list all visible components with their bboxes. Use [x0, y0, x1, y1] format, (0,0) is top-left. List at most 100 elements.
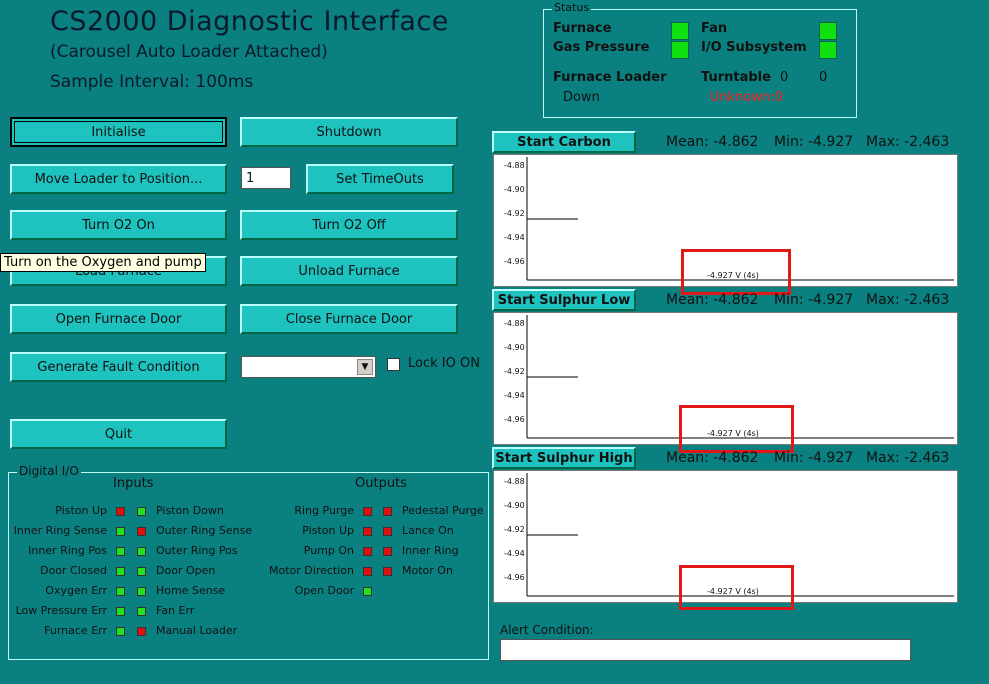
status-legend: Status [552, 1, 592, 14]
open-furnace-door-button[interactable]: Open Furnace Door [10, 304, 227, 334]
io-label: Motor On [402, 564, 453, 577]
inputs-header: Inputs [113, 476, 154, 491]
position-input[interactable]: 1 [241, 167, 291, 189]
sulphur-low-mean: Mean: -4.862 [666, 292, 759, 308]
ytick-label: -4.92 [504, 367, 525, 376]
status-panel: Status Furnace Gas Pressure Fan I/O Subs… [543, 1, 857, 118]
io-status-led [116, 547, 125, 556]
furnace-label: Furnace [553, 21, 612, 36]
io-status-led [137, 527, 146, 536]
sulphur-high-plot [526, 473, 954, 597]
app-subtitle: (Carousel Auto Loader Attached) [50, 42, 328, 62]
start-sulphur-low-button[interactable]: Start Sulphur Low [492, 289, 636, 311]
io-label: Piston Up [55, 504, 107, 517]
turn-o2-on-button[interactable]: Turn O2 On [10, 210, 227, 240]
carbon-max: Max: -2.463 [866, 134, 950, 150]
furnace-loader-label: Furnace Loader [553, 70, 667, 85]
io-status-led [383, 507, 392, 516]
chart-readout: -4.927 V (4s) [707, 587, 759, 596]
io-label: Low Pressure Err [15, 604, 107, 617]
turn-o2-off-button[interactable]: Turn O2 Off [240, 210, 458, 240]
app-title: CS2000 Diagnostic Interface [50, 6, 449, 37]
fault-select[interactable]: ▼ [241, 356, 376, 378]
io-status-led [137, 607, 146, 616]
lock-io-checkbox[interactable] [387, 358, 400, 371]
io-label: Outer Ring Sense [156, 524, 253, 537]
gas-pressure-status-indicator [671, 41, 689, 59]
ytick-label: -4.94 [504, 549, 525, 558]
io-label: Inner Ring Sense [13, 524, 107, 537]
ytick-label: -4.90 [504, 185, 525, 194]
move-loader-button[interactable]: Move Loader to Position... [10, 164, 227, 194]
io-label: Lance On [402, 524, 454, 537]
turntable-value-b: 0 [819, 70, 828, 85]
ytick-label: -4.88 [504, 477, 525, 486]
io-label: Inner Ring Pos [28, 544, 107, 557]
carbon-plot [526, 157, 954, 281]
sulphur-low-plot [526, 315, 954, 439]
io-label: Fan Err [156, 604, 195, 617]
close-furnace-door-button[interactable]: Close Furnace Door [240, 304, 458, 334]
io-status-led [116, 507, 125, 516]
io-status-led [383, 547, 392, 556]
fan-label: Fan [701, 21, 728, 36]
io-label: Motor Direction [269, 564, 354, 577]
initialise-button[interactable]: Initialise [10, 117, 227, 147]
carbon-min: Min: -4.927 [774, 134, 854, 150]
fan-status-indicator [819, 22, 837, 40]
sample-interval: Sample Interval: 100ms [50, 72, 254, 92]
ytick-label: -4.88 [504, 161, 525, 170]
io-status-led [137, 507, 146, 516]
turntable-state: Unknown:0 [710, 90, 783, 105]
lock-io-label: Lock IO ON [408, 356, 480, 371]
io-status-led [363, 567, 372, 576]
unload-furnace-button[interactable]: Unload Furnace [240, 256, 458, 286]
io-label: Pump On [303, 544, 354, 557]
chevron-down-icon[interactable]: ▼ [357, 359, 373, 375]
io-label: Open Door [294, 584, 354, 597]
carbon-mean: Mean: -4.862 [666, 134, 759, 150]
io-label: Oxygen Err [45, 584, 107, 597]
io-status-led [363, 587, 372, 596]
io-status-led [383, 567, 392, 576]
io-label: Pedestal Purge [402, 504, 484, 517]
quit-button[interactable]: Quit [10, 419, 227, 449]
start-carbon-button[interactable]: Start Carbon [492, 131, 636, 153]
io-status-led [116, 527, 125, 536]
alert-field[interactable] [500, 639, 911, 661]
io-status-led [116, 567, 125, 576]
sulphur-high-min: Min: -4.927 [774, 450, 854, 466]
sulphur-high-chart: -4.88 -4.90 -4.92 -4.94 -4.96 -4.927 V (… [493, 470, 958, 603]
ytick-label: -4.94 [504, 233, 525, 242]
io-label: Door Closed [40, 564, 107, 577]
set-timeouts-button[interactable]: Set TimeOuts [306, 164, 454, 194]
alert-label: Alert Condition: [500, 623, 594, 637]
io-label: Manual Loader [156, 624, 238, 637]
ytick-label: -4.96 [504, 415, 525, 424]
io-label: Ring Purge [294, 504, 354, 517]
sulphur-low-max: Max: -2.463 [866, 292, 950, 308]
io-status-led [363, 547, 372, 556]
sulphur-low-chart: -4.88 -4.90 -4.92 -4.94 -4.96 -4.927 V (… [493, 312, 958, 445]
ytick-label: -4.96 [504, 573, 525, 582]
start-sulphur-high-button[interactable]: Start Sulphur High [492, 447, 636, 469]
io-status-led [383, 527, 392, 536]
io-status-led [116, 627, 125, 636]
io-label: Home Sense [156, 584, 226, 597]
sulphur-low-min: Min: -4.927 [774, 292, 854, 308]
sulphur-high-max: Max: -2.463 [866, 450, 950, 466]
io-subsystem-label: I/O Subsystem [701, 40, 807, 55]
io-status-led [137, 587, 146, 596]
shutdown-button[interactable]: Shutdown [240, 117, 458, 147]
turntable-value-a: 0 [780, 70, 789, 85]
ytick-label: -4.94 [504, 391, 525, 400]
ytick-label: -4.88 [504, 319, 525, 328]
io-status-led [137, 547, 146, 556]
digital-io-legend: Digital I/O [17, 464, 81, 478]
io-label: Outer Ring Pos [156, 544, 238, 557]
digital-io-panel: Digital I/O Inputs Outputs Piston Up Inne… [8, 464, 489, 660]
generate-fault-button[interactable]: Generate Fault Condition [10, 352, 227, 382]
io-label: Furnace Err [44, 624, 107, 637]
tooltip: Turn on the Oxygen and pump [0, 253, 206, 272]
ytick-label: -4.90 [504, 501, 525, 510]
